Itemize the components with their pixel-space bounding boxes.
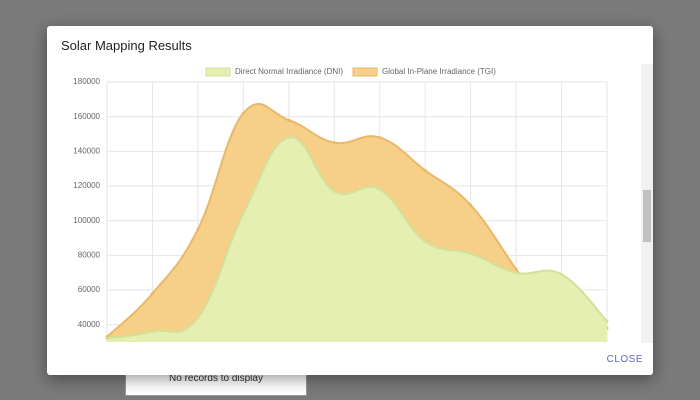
point [287, 118, 291, 122]
point [469, 203, 473, 207]
scrollbar[interactable] [641, 64, 653, 343]
y-tick-label: 100000 [73, 216, 100, 225]
area [107, 137, 607, 342]
point [287, 135, 291, 139]
point [514, 267, 518, 271]
legend-label: Direct Normal Irradiance (DNI) [235, 67, 343, 76]
point [605, 319, 609, 323]
y-tick-label: 160000 [73, 112, 100, 121]
y-tick-label: 60000 [78, 285, 101, 294]
plot [105, 81, 609, 342]
point [150, 330, 154, 334]
legend-label: Global In-Plane Irradiance (TGI) [382, 67, 496, 76]
close-button[interactable]: CLOSE [606, 354, 643, 365]
point [241, 111, 245, 115]
y-tick-label: 120000 [73, 181, 100, 190]
y-tick-label: 40000 [78, 320, 101, 329]
point [105, 337, 109, 341]
point [332, 141, 336, 145]
y-tick-label: 140000 [73, 146, 100, 155]
y-tick-label: 80000 [78, 250, 101, 259]
point [514, 271, 518, 275]
point [423, 168, 427, 172]
point [423, 239, 427, 243]
point [469, 252, 473, 256]
point [378, 135, 382, 139]
point [150, 291, 154, 295]
legend-swatch [205, 67, 231, 77]
point [241, 212, 245, 216]
point [560, 272, 564, 276]
scroll-thumb[interactable] [643, 190, 651, 242]
point [332, 189, 336, 193]
empty-text: No records to display [169, 373, 263, 384]
point [196, 227, 200, 231]
y-tick-label: 180000 [73, 77, 100, 86]
point [196, 316, 200, 320]
point [378, 187, 382, 191]
legend-swatch [352, 67, 378, 77]
dialog-title: Solar Mapping Results [61, 38, 192, 53]
